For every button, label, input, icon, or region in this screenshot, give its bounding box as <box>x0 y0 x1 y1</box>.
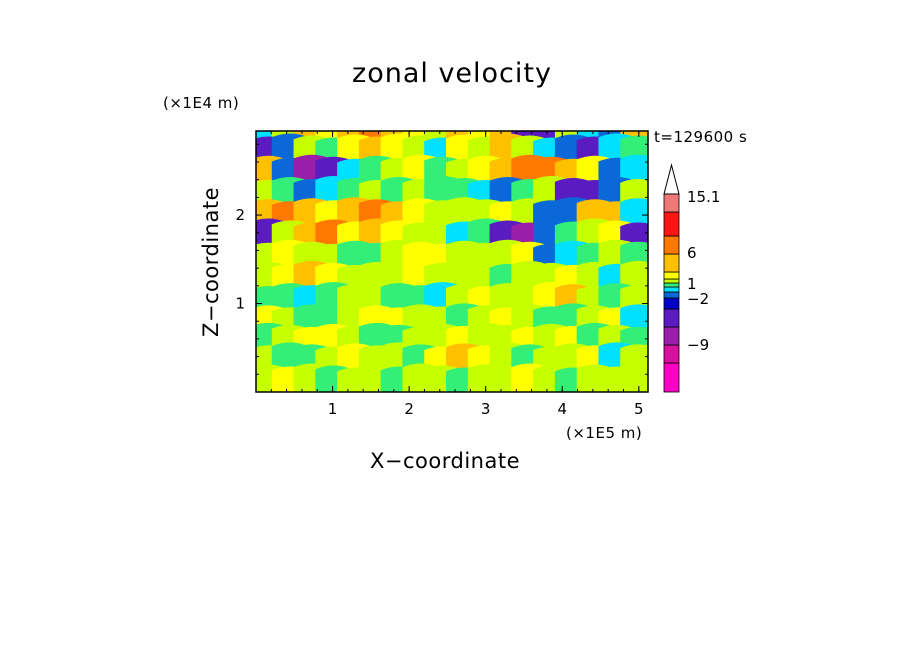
colorbar-segment <box>663 235 680 255</box>
colorbar-segment <box>663 211 680 237</box>
y-axis-unit: (×1E4 m) <box>163 94 240 112</box>
colorbar-segment <box>663 297 680 310</box>
colorbar-overflow-arrow <box>663 163 680 195</box>
x-tick-label: 5 <box>634 400 644 418</box>
x-tick-label: 4 <box>557 400 567 418</box>
time-annotation: t=129600 s <box>654 128 748 146</box>
colorbar-segment <box>663 291 680 299</box>
colorbar-label: 1 <box>687 275 697 293</box>
colorbar-label: −2 <box>687 290 709 308</box>
axis-ticks: 1 2 3 4 5 1 2 <box>235 131 648 418</box>
colorbar-segment <box>663 344 680 364</box>
colorbar-label: −9 <box>687 336 709 354</box>
colorbar-label: 6 <box>687 244 697 262</box>
plot-frame <box>255 130 649 393</box>
colorbar-segment <box>663 362 680 393</box>
x-tick-label: 1 <box>328 400 338 418</box>
colorbar-segment <box>663 271 680 280</box>
y-tick-label: 1 <box>235 295 245 313</box>
x-tick-label: 3 <box>481 400 491 418</box>
colorbar: 15.1 6 1−2 −9 <box>663 163 720 393</box>
x-tick-label: 2 <box>404 400 414 418</box>
y-tick-label: 2 <box>235 206 245 224</box>
x-axis-unit: (×1E5 m) <box>566 424 643 442</box>
colorbar-segment <box>663 308 680 328</box>
velocity-field <box>256 131 648 392</box>
colorbar-segment <box>663 193 680 213</box>
colorbar-segment <box>663 253 680 273</box>
colorbar-segment <box>663 326 680 346</box>
colorbar-label: 15.1 <box>687 188 720 206</box>
colorbar-segment <box>663 278 680 284</box>
field-cell <box>620 363 648 392</box>
colorbar-segment <box>663 286 680 293</box>
chart-title: zonal velocity <box>352 58 552 89</box>
x-axis-label: X−coordinate <box>370 449 520 473</box>
colorbar-segment <box>663 282 680 288</box>
